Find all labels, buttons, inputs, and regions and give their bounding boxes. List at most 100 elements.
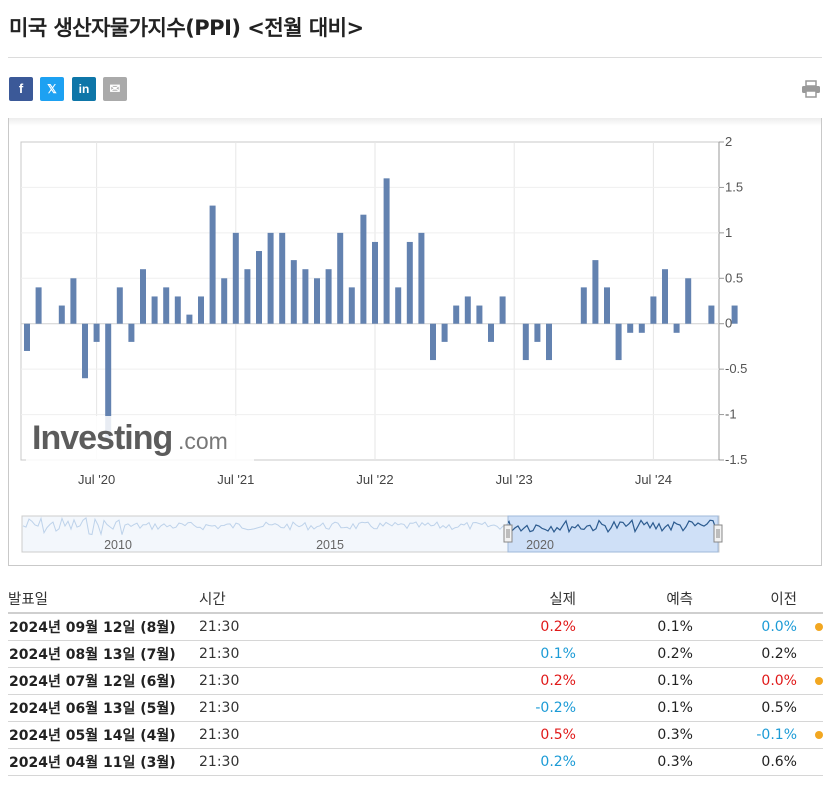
release-time: 21:30	[199, 748, 339, 776]
plot-area	[20, 141, 720, 461]
bar[interactable]	[151, 296, 158, 324]
col-previous-header: 이전	[693, 584, 797, 614]
navigator-handle[interactable]	[713, 524, 723, 543]
bar[interactable]	[232, 232, 239, 324]
bar[interactable]	[186, 314, 193, 324]
bar[interactable]	[337, 232, 344, 324]
previous-value: 0.5%	[693, 694, 797, 722]
bar[interactable]	[244, 269, 251, 324]
navigator-handle[interactable]	[503, 524, 513, 543]
twitter-share-button[interactable]: 𝕏	[40, 77, 64, 101]
bar[interactable]	[662, 269, 668, 324]
bar[interactable]	[105, 323, 112, 442]
bar[interactable]	[314, 278, 320, 324]
bar[interactable]	[58, 305, 65, 324]
revised-dot-icon[interactable]	[815, 677, 823, 685]
bar[interactable]	[395, 287, 402, 324]
bar[interactable]	[430, 323, 436, 361]
previous-value: 0.0%	[693, 613, 797, 641]
bar[interactable]	[116, 287, 123, 324]
bar[interactable]	[174, 296, 181, 324]
bar[interactable]	[35, 287, 42, 324]
bar[interactable]	[673, 323, 680, 333]
table-row: 2024년 04월 11일 (3월) 21:30 0.2% 0.3% 0.6%	[8, 748, 823, 776]
bar[interactable]	[383, 178, 390, 324]
chart-navigator[interactable]: 2010 2015 2020	[21, 515, 723, 553]
forecast-value: 0.3%	[576, 748, 693, 776]
bar[interactable]	[209, 205, 216, 324]
bar[interactable]	[534, 323, 541, 342]
bar[interactable]	[24, 323, 30, 351]
bar[interactable]	[93, 323, 100, 342]
history-table: 발표일 시간 실제 예측 이전 2024년 09월 12일 (8월) 21:30 0…	[8, 584, 823, 776]
bar[interactable]	[70, 278, 77, 324]
bar[interactable]	[128, 323, 135, 342]
table-row: 2024년 05월 14일 (4월) 21:30 0.5% 0.3% -0.1%	[8, 721, 823, 749]
bar[interactable]	[546, 323, 552, 361]
chart-container	[8, 118, 822, 566]
bar[interactable]	[708, 305, 715, 324]
bar[interactable]	[140, 269, 146, 324]
revised-dot-icon[interactable]	[815, 731, 823, 739]
bar[interactable]	[418, 232, 425, 324]
bar[interactable]	[221, 278, 228, 324]
bar[interactable]	[615, 323, 622, 361]
bar[interactable]	[441, 323, 448, 342]
bar[interactable]	[82, 323, 88, 379]
y-tick-label: -0.5	[725, 361, 747, 376]
bar[interactable]	[464, 296, 471, 324]
bar[interactable]	[638, 323, 645, 333]
bar[interactable]	[372, 241, 378, 324]
bar[interactable]	[360, 214, 367, 324]
col-actual-header: 실제	[339, 584, 576, 614]
bar[interactable]	[685, 278, 692, 324]
bar[interactable]	[453, 305, 460, 324]
bar[interactable]	[488, 323, 494, 342]
navigator-label: 2015	[316, 538, 344, 552]
bar[interactable]	[604, 287, 610, 324]
email-share-button[interactable]: ✉	[103, 77, 127, 101]
ppi-bar-chart: 2 1.5 1 0.5 0 -0.5 -1 -1.5 Jul '20 Jul '21 Jul '2…	[20, 134, 747, 553]
bar[interactable]	[650, 296, 657, 324]
previous-value: 0.0%	[693, 667, 797, 695]
bar[interactable]	[290, 260, 297, 324]
release-date: 2024년 05월 14일 (4월)	[8, 721, 199, 749]
bar[interactable]	[476, 305, 483, 324]
bar[interactable]	[522, 323, 529, 361]
bar[interactable]	[267, 232, 274, 324]
bar[interactable]	[198, 296, 204, 324]
bar[interactable]	[592, 260, 599, 324]
bar[interactable]	[627, 323, 634, 333]
linkedin-share-button[interactable]: in	[72, 77, 96, 101]
release-time: 21:30	[199, 613, 339, 641]
bar[interactable]	[348, 287, 355, 324]
bar[interactable]	[163, 287, 170, 324]
bar[interactable]	[580, 287, 587, 324]
bar[interactable]	[256, 251, 262, 324]
facebook-share-button[interactable]: f	[9, 77, 33, 101]
bar[interactable]	[406, 241, 413, 324]
forecast-value: 0.1%	[576, 613, 693, 641]
x-tick-label: Jul '21	[217, 472, 254, 487]
revised-dot-icon[interactable]	[815, 623, 823, 631]
bar[interactable]	[325, 269, 332, 324]
bar[interactable]	[499, 296, 506, 324]
bar[interactable]	[731, 305, 738, 324]
col-forecast-header: 예측	[576, 584, 693, 614]
col-date-header: 발표일	[8, 584, 199, 614]
y-tick-label: 2	[725, 134, 732, 149]
print-icon[interactable]	[801, 80, 821, 98]
bar[interactable]	[302, 269, 309, 324]
release-time: 21:30	[199, 640, 339, 668]
table-row: 2024년 07월 12일 (6월) 21:30 0.2% 0.1% 0.0%	[8, 667, 823, 695]
table-row: 2024년 09월 12일 (8월) 21:30 0.2% 0.1% 0.0%	[8, 613, 823, 641]
y-tick-label: 0.5	[725, 270, 743, 285]
bar[interactable]	[279, 232, 286, 324]
y-tick-label: 0	[725, 316, 732, 331]
watermark-suffix: .com	[178, 428, 228, 454]
release-date: 2024년 09월 12일 (8월)	[8, 613, 199, 641]
col-time-header: 시간	[199, 584, 339, 614]
x-tick-label: Jul '23	[496, 472, 533, 487]
previous-value: -0.1%	[693, 721, 797, 749]
navigator-label: 2020	[526, 538, 554, 552]
